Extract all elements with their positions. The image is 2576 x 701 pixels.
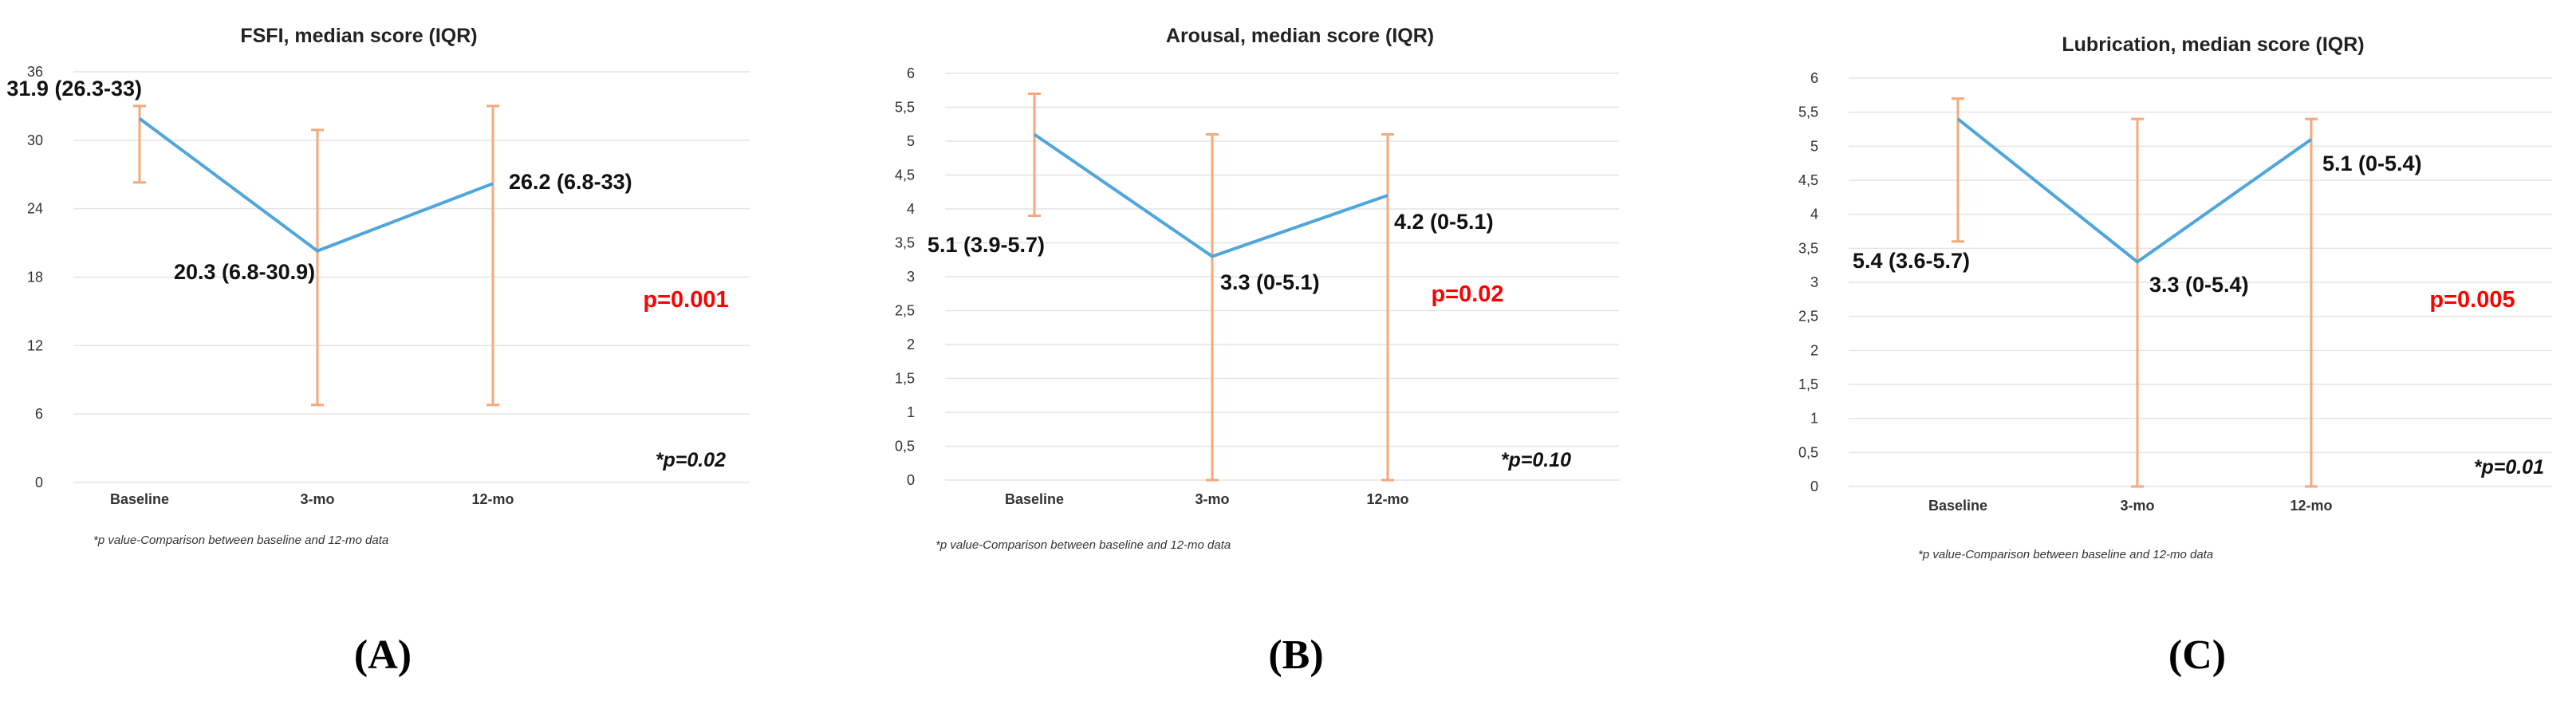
- data-label: 26.2 (6.8-33): [509, 170, 632, 194]
- x-tick-label: 3-mo: [2120, 498, 2154, 514]
- y-tick-label: 4,5: [1798, 172, 1818, 188]
- y-tick-label: 0,5: [895, 439, 915, 455]
- star-p-value: *p=0.02: [656, 449, 726, 471]
- y-tick-label: 5: [907, 133, 915, 149]
- footnote: *p value-Comparison between baseline and…: [93, 534, 388, 547]
- y-tick-label: 0: [1810, 478, 1818, 494]
- chart-panel-b: Arousal, median score (IQR) 0 0,5 1 1,5 2 2,5 3…: [895, 25, 1619, 678]
- y-tick-label: 36: [27, 64, 43, 80]
- y-tick-label: 4,5: [895, 167, 915, 183]
- x-tick-label: 12-mo: [2290, 498, 2332, 514]
- y-tick-label: 6: [907, 65, 915, 81]
- y-tick-label: 2: [907, 337, 915, 352]
- y-tick-label: 0: [907, 472, 915, 488]
- footnote: *p value-Comparison between baseline and…: [1918, 548, 2213, 561]
- error-bar: [1206, 133, 1219, 482]
- y-tick-label: 6: [35, 406, 43, 422]
- y-tick-label: 3,5: [1798, 240, 1818, 256]
- data-label: 5.1 (0-5.4): [2322, 152, 2422, 175]
- y-tick-label: 2: [1810, 342, 1818, 358]
- x-tick-label: Baseline: [1928, 498, 1987, 514]
- error-bar: [486, 104, 499, 407]
- y-tick-label: 6: [1810, 70, 1818, 86]
- footnote: *p value-Comparison between baseline and…: [935, 538, 1231, 552]
- error-bar: [1952, 97, 1964, 243]
- error-bar: [133, 104, 146, 184]
- error-bar: [2305, 117, 2318, 488]
- star-p-value: *p=0.10: [1501, 449, 1571, 471]
- error-bar: [1381, 133, 1394, 482]
- panel-letter: (C): [2168, 632, 2226, 678]
- y-tick-label: 3,5: [895, 235, 915, 251]
- x-tick-label: Baseline: [110, 491, 169, 507]
- y-tick-label: 1,5: [895, 371, 915, 387]
- data-label: 20.3 (6.8-30.9): [174, 260, 315, 284]
- data-label: 5.4 (3.6-5.7): [1853, 249, 1970, 273]
- y-tick-label: 5,5: [895, 100, 915, 116]
- panel-letter: (A): [354, 632, 412, 678]
- y-tick-label: 2,5: [895, 303, 915, 319]
- chart-panel-c: Lubrication, median score (IQR) 0 0,5 1 1,5 2…: [1798, 33, 2552, 678]
- p-value: p=0.02: [1431, 282, 1503, 307]
- star-p-value: *p=0.01: [2474, 456, 2544, 478]
- error-bar: [2131, 117, 2144, 488]
- y-tick-label: 3: [1810, 274, 1818, 290]
- chart-title: FSFI, median score (IQR): [240, 25, 477, 47]
- data-label: 4.2 (0-5.1): [1394, 210, 1494, 234]
- y-tick-label: 0: [35, 475, 43, 490]
- data-label: 5.1 (3.9-5.7): [928, 233, 1045, 257]
- y-tick-label: 5: [1810, 138, 1818, 154]
- y-tick-label: 30: [27, 132, 43, 148]
- x-tick-label: 3-mo: [300, 491, 334, 507]
- chart-title: Lubrication, median score (IQR): [2062, 33, 2364, 56]
- data-label: 3.3 (0-5.4): [2149, 273, 2249, 297]
- error-bar: [1028, 93, 1041, 217]
- y-tick-label: 4: [1810, 207, 1818, 223]
- p-value: p=0.005: [2429, 287, 2515, 313]
- x-tick-label: Baseline: [1005, 491, 1064, 507]
- x-tick-label: 3-mo: [1195, 491, 1229, 507]
- y-tick-label: 12: [27, 337, 43, 353]
- median-series-line: [138, 117, 494, 253]
- p-value: p=0.001: [643, 287, 728, 313]
- y-tick-label: 18: [27, 270, 43, 286]
- y-tick-label: 3: [907, 269, 915, 285]
- x-tick-label: 12-mo: [471, 491, 514, 507]
- y-tick-label: 1: [1810, 411, 1818, 427]
- median-series-line: [1033, 132, 1388, 258]
- median-series-line: [1956, 117, 2313, 264]
- chart-panel-a: FSFI, median score (IQR) 0 6 12 18 24 30 36 Base…: [6, 25, 750, 678]
- y-tick-label: 4: [907, 201, 915, 217]
- y-tick-label: 5,5: [1798, 104, 1818, 120]
- y-tick-label: 24: [27, 201, 43, 217]
- y-tick-label: 1,5: [1798, 376, 1818, 392]
- panel-letter: (B): [1268, 632, 1323, 678]
- x-tick-label: 12-mo: [1366, 491, 1408, 507]
- y-tick-label: 2,5: [1798, 309, 1818, 325]
- y-tick-label: 1: [907, 404, 915, 420]
- chart-title: Arousal, median score (IQR): [1166, 25, 1434, 47]
- y-tick-label: 0,5: [1798, 444, 1818, 460]
- data-label: 3.3 (0-5.1): [1220, 270, 1320, 294]
- data-label: 31.9 (26.3-33): [6, 77, 142, 100]
- error-bar: [311, 128, 324, 407]
